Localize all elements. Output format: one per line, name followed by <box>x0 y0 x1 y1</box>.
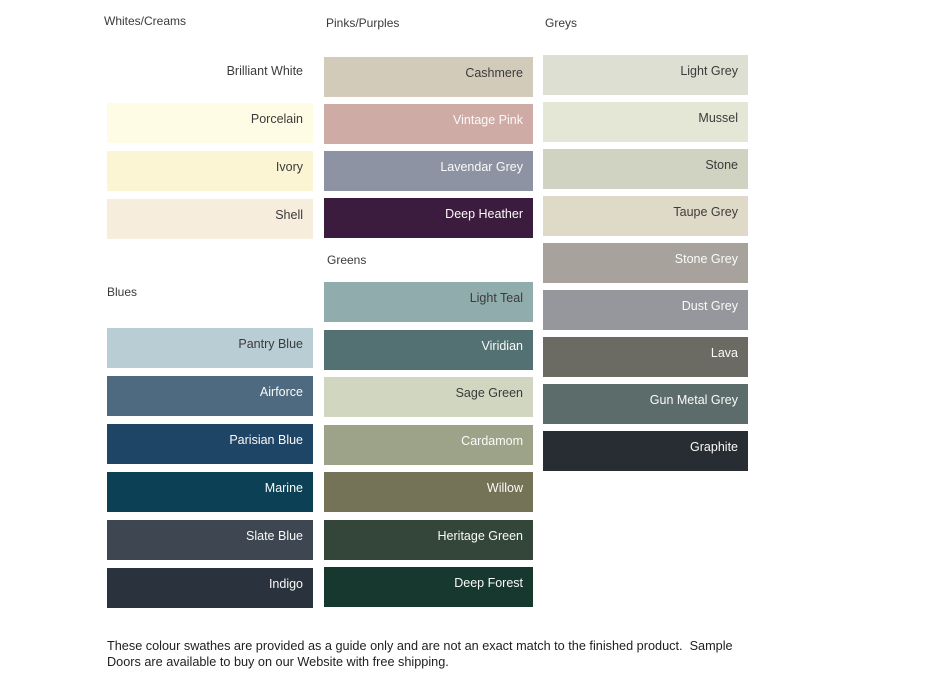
swatch-lavendar-grey: Lavendar Grey <box>324 151 533 191</box>
swatch-label: Mussel <box>698 111 738 125</box>
swatch-label: Cardamom <box>461 433 523 448</box>
swatch-shell: Shell <box>107 199 313 239</box>
swatch-vintage-pink: Vintage Pink <box>324 104 533 144</box>
swatch-parisian-blue: Parisian Blue <box>107 424 313 464</box>
swatch-label: Dust Grey <box>681 299 738 313</box>
swatch-label: Sage Green <box>455 386 523 400</box>
section-title-greens: Greens <box>327 253 367 267</box>
swatch-label: Deep Heather <box>445 207 523 221</box>
swatch-label: Slate Blue <box>246 529 303 543</box>
swatch-label: Vintage Pink <box>453 113 523 127</box>
swatch-label: Lavendar Grey <box>440 160 523 174</box>
swatch-label: Marine <box>264 481 303 495</box>
swatch-label: Viridian <box>481 338 523 353</box>
swatch-marine: Marine <box>107 472 313 512</box>
swatch-group-greens: Light Teal Viridian Sage Green Cardamom Will… <box>324 282 533 615</box>
swatch-light-teal: Light Teal <box>324 282 533 322</box>
swatch-viridian: Viridian <box>324 329 533 370</box>
swatch-group-blues: Pantry Blue Airforce Parisian Blue Marine Sl… <box>107 328 313 616</box>
swatch-label: Light Teal <box>469 291 523 305</box>
swatch-taupe-grey: Taupe Grey <box>543 196 748 236</box>
swatch-label: Heritage Green <box>437 528 523 543</box>
swatch-label: Pantry Blue <box>238 337 303 351</box>
swatch-cashmere: Cashmere <box>324 57 533 97</box>
swatch-pantry-blue: Pantry Blue <box>107 328 313 368</box>
swatch-light-grey: Light Grey <box>543 55 748 95</box>
swatch-graphite: Graphite <box>543 431 748 471</box>
swatch-label: Parisian Blue <box>229 433 303 447</box>
swatch-label: Light Grey <box>680 64 738 78</box>
swatch-slate-blue: Slate Blue <box>107 520 313 560</box>
swatch-label: Gun Metal Grey <box>649 393 738 407</box>
swatch-stone-grey: Stone Grey <box>543 243 748 283</box>
swatch-deep-forest: Deep Forest <box>324 567 533 607</box>
swatch-label: Stone <box>705 158 738 172</box>
swatch-group-whites-creams: Brilliant White Porcelain Ivory Shell <box>107 55 313 247</box>
swatch-group-pinks-purples: Cashmere Vintage Pink Lavendar Grey Deep He… <box>324 57 533 245</box>
swatch-label: Indigo <box>268 577 303 591</box>
section-title-pinks-purples: Pinks/Purples <box>326 16 400 30</box>
section-title-greys: Greys <box>545 16 578 30</box>
swatch-deep-heather: Deep Heather <box>324 198 533 238</box>
swatch-label: Cashmere <box>465 66 523 80</box>
swatch-label: Shell <box>275 208 303 222</box>
swatch-label: Deep Forest <box>454 576 523 590</box>
swatch-mussel: Mussel <box>543 102 748 142</box>
swatch-porcelain: Porcelain <box>107 103 313 143</box>
swatch-label: Taupe Grey <box>673 205 738 219</box>
swatch-label: Graphite <box>690 440 738 454</box>
disclaimer-line-2: Doors are available to buy on our Websit… <box>107 654 449 669</box>
swatch-label: Brilliant White <box>226 64 303 78</box>
section-title-blues: Blues <box>107 285 138 299</box>
disclaimer-text: These colour swathes are provided as a g… <box>107 639 733 670</box>
swatch-heritage-green: Heritage Green <box>324 519 533 560</box>
swatch-willow: Willow <box>324 472 533 512</box>
swatch-brilliant-white: Brilliant White <box>107 55 313 95</box>
swatch-group-greys: Light Grey Mussel Stone Taupe Grey Stone Gre… <box>543 55 748 478</box>
swatch-lava: Lava <box>543 337 748 377</box>
swatch-stone: Stone <box>543 149 748 189</box>
swatch-label: Ivory <box>275 160 303 174</box>
swatch-indigo: Indigo <box>107 568 313 608</box>
swatch-label: Stone Grey <box>674 252 738 266</box>
swatch-ivory: Ivory <box>107 151 313 191</box>
swatch-cardamom: Cardamom <box>324 424 533 465</box>
disclaimer-line-1: These colour swathes are provided as a g… <box>107 639 733 653</box>
section-title-whites-creams: Whites/Creams <box>104 14 187 28</box>
swatch-sage-green: Sage Green <box>324 377 533 417</box>
swatch-label: Porcelain <box>250 112 303 126</box>
swatch-gun-metal-grey: Gun Metal Grey <box>543 384 748 424</box>
swatch-label: Willow <box>486 481 523 495</box>
swatch-airforce: Airforce <box>107 376 313 416</box>
swatch-label: Lava <box>710 346 738 360</box>
swatch-label: Airforce <box>259 385 303 399</box>
swatch-dust-grey: Dust Grey <box>543 290 748 330</box>
